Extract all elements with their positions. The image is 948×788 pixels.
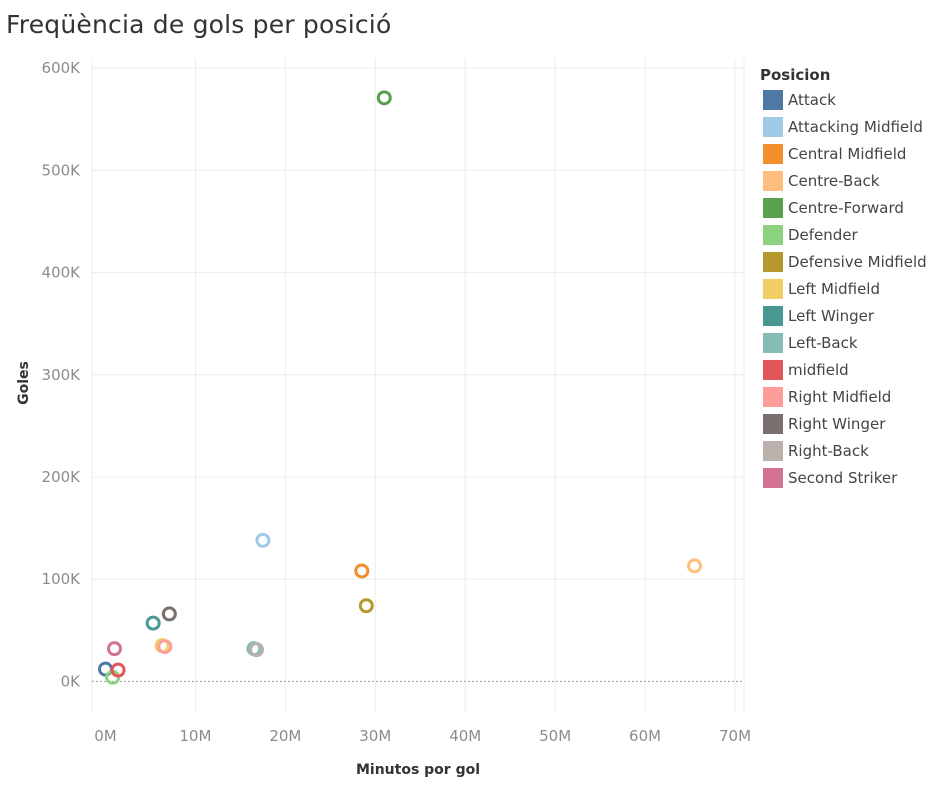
legend-item[interactable]: Left Midfield <box>760 275 946 302</box>
legend-item[interactable]: Defensive Midfield <box>760 248 946 275</box>
legend-swatch <box>763 359 783 380</box>
chart-title: Freqüència de gols per posició <box>6 10 392 39</box>
legend-item[interactable]: midfield <box>760 356 946 383</box>
axes: 0M 10M 20M 30M 40M 50M 60M 70M 0K 100K 200K 300K 400… <box>42 59 751 745</box>
legend-swatch <box>763 386 783 407</box>
legend-swatch <box>763 305 783 326</box>
legend-swatch <box>763 197 783 218</box>
legend-swatch <box>763 413 783 434</box>
y-tick-label: 500K <box>42 161 82 179</box>
y-tick-label: 400K <box>42 264 82 282</box>
legend-swatch <box>763 467 783 488</box>
x-tick-label: 30M <box>359 727 391 745</box>
legend-item[interactable]: Left Winger <box>760 302 946 329</box>
gridlines <box>91 58 745 712</box>
legend-label: Second Striker <box>788 468 898 487</box>
data-point[interactable] <box>145 615 161 631</box>
legend-item[interactable]: Left-Back <box>760 329 946 356</box>
legend-item[interactable]: Attacking Midfield <box>760 113 946 140</box>
legend-label: Left-Back <box>788 333 858 352</box>
data-point[interactable] <box>161 606 177 622</box>
legend-label: Centre-Back <box>788 171 880 190</box>
legend-swatch <box>763 251 783 272</box>
x-tick-label: 0M <box>94 727 117 745</box>
x-axis-title: Minutos por gol <box>356 762 480 778</box>
legend-label: Attack <box>788 90 836 109</box>
legend-item[interactable]: Right-Back <box>760 437 946 464</box>
data-point[interactable] <box>354 563 370 579</box>
legend-label: Defensive Midfield <box>788 252 927 271</box>
data-point[interactable] <box>106 641 122 657</box>
legend-label: Left Winger <box>788 306 875 325</box>
x-tick-label: 50M <box>539 727 571 745</box>
legend-label: Right-Back <box>788 441 869 460</box>
legend-swatch <box>763 440 783 461</box>
x-tick-label: 10M <box>179 727 211 745</box>
legend: Posicion Attack Attacking Midfield Central… <box>760 64 946 491</box>
legend-label: Attacking Midfield <box>788 117 923 136</box>
legend-item[interactable]: Central Midfield <box>760 140 946 167</box>
legend-item[interactable]: Defender <box>760 221 946 248</box>
legend-title: Posicion <box>760 66 831 84</box>
legend-swatch <box>763 332 783 353</box>
x-tick-label: 40M <box>449 727 481 745</box>
legend-label: Defender <box>788 225 858 244</box>
y-axis-title: Goles <box>16 361 32 405</box>
legend-swatch <box>763 116 783 137</box>
legend-label: midfield <box>788 360 849 379</box>
legend-label: Centre-Forward <box>788 198 904 217</box>
legend-swatch <box>763 170 783 191</box>
legend-item[interactable]: Attack <box>760 86 946 113</box>
data-point[interactable] <box>249 642 265 658</box>
data-point[interactable] <box>110 662 126 678</box>
legend-label: Left Midfield <box>788 279 880 298</box>
legend-swatch <box>763 143 783 164</box>
legend-item[interactable]: Right Winger <box>760 410 946 437</box>
legend-item[interactable]: Centre-Back <box>760 167 946 194</box>
legend-label: Central Midfield <box>788 144 907 163</box>
data-point[interactable] <box>687 558 703 574</box>
y-tick-label: 600K <box>42 59 82 77</box>
x-tick-label: 20M <box>269 727 301 745</box>
legend-item[interactable]: Centre-Forward <box>760 194 946 221</box>
data-point[interactable] <box>358 598 374 614</box>
x-tick-label: 70M <box>719 727 751 745</box>
legend-label: Right Winger <box>788 414 886 433</box>
legend-item[interactable]: Second Striker <box>760 464 946 491</box>
data-point[interactable] <box>376 90 392 106</box>
y-tick-label: 300K <box>42 366 82 384</box>
legend-label: Right Midfield <box>788 387 892 406</box>
data-points <box>97 90 703 685</box>
data-point[interactable] <box>157 639 173 655</box>
legend-swatch <box>763 224 783 245</box>
y-tick-label: 0K <box>61 672 82 690</box>
x-tick-label: 60M <box>629 727 661 745</box>
y-tick-label: 200K <box>42 468 82 486</box>
legend-swatch <box>763 89 783 110</box>
legend-swatch <box>763 278 783 299</box>
legend-item[interactable]: Right Midfield <box>760 383 946 410</box>
legend-items: Attack Attacking Midfield Central Midfield… <box>760 86 946 491</box>
y-tick-label: 100K <box>42 570 82 588</box>
data-point[interactable] <box>255 532 271 548</box>
